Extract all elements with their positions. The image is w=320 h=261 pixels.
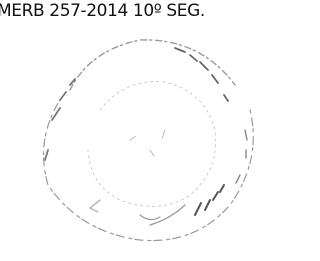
stamp-center-mark: [130, 130, 165, 156]
stamp-signature: [140, 205, 185, 225]
stamp-mark: [90, 200, 100, 212]
stamp: [0, 0, 273, 261]
stamp-letters: [175, 48, 228, 101]
stamp-letters: [45, 79, 75, 160]
stamp-letters: [195, 185, 224, 215]
stamp-inner-ring: [88, 82, 216, 207]
stamp-outer-arc: [70, 40, 235, 90]
stamp-letters: [236, 130, 247, 183]
document-page: MERB 257-2014 10º SEG.: [0, 0, 273, 261]
